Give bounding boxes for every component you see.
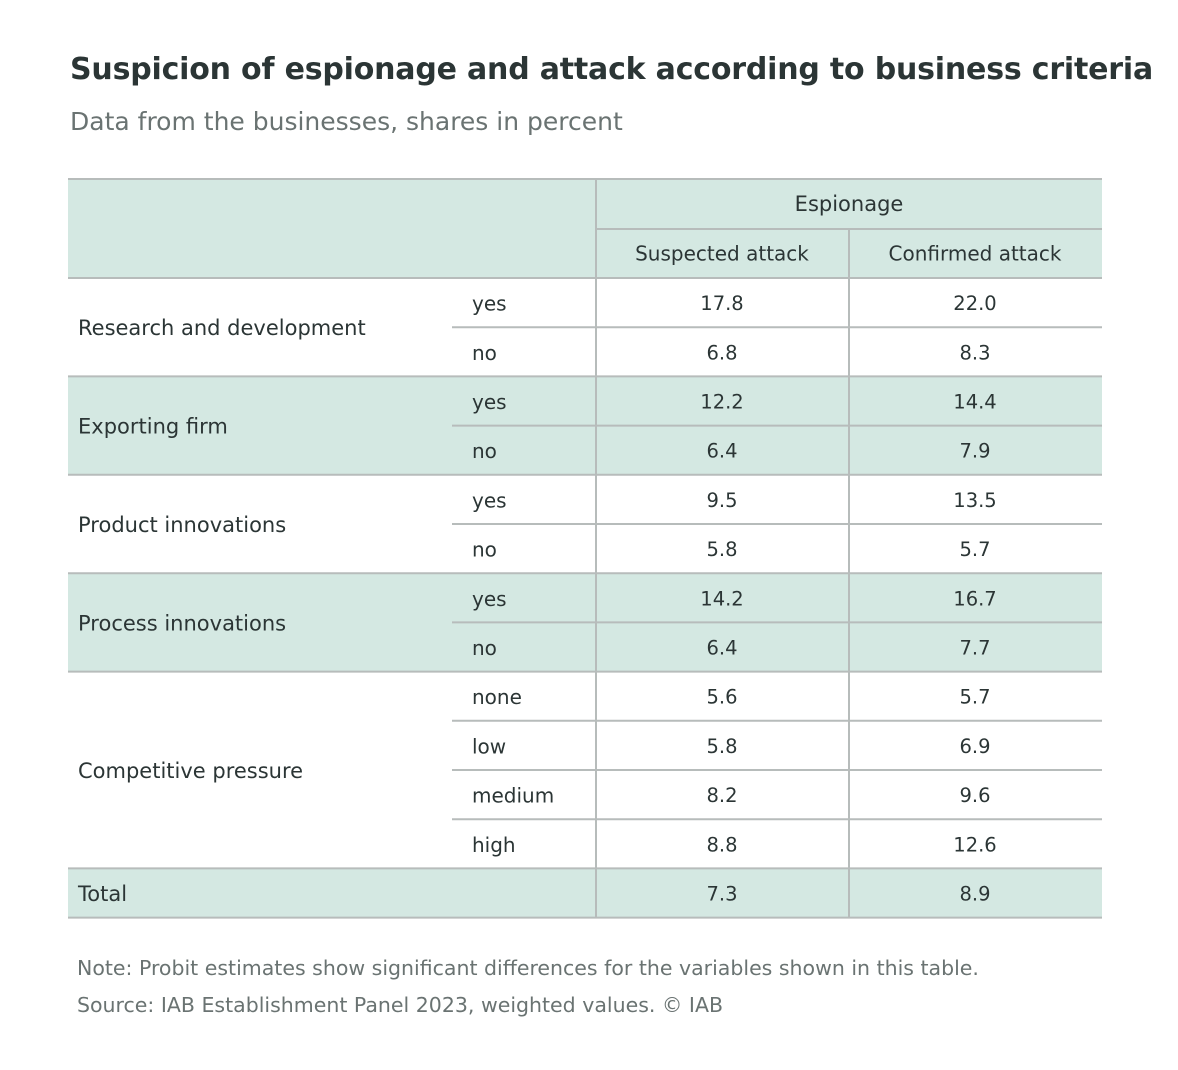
row-label: yes bbox=[472, 587, 507, 611]
table-cell: 22.0 bbox=[953, 292, 996, 315]
espionage-header: Espionage bbox=[795, 192, 904, 216]
table-cell: 12.2 bbox=[700, 391, 743, 414]
table-cell: 5.7 bbox=[959, 686, 990, 709]
table-cell: 14.2 bbox=[700, 587, 743, 610]
table-source: Source: IAB Establishment Panel 2023, we… bbox=[77, 993, 724, 1017]
table-cell: 5.8 bbox=[706, 538, 737, 561]
table-cell: 8.3 bbox=[959, 341, 990, 364]
group-label: Product innovations bbox=[78, 513, 286, 537]
row-label: yes bbox=[472, 390, 507, 414]
table-cell: 14.4 bbox=[953, 391, 996, 414]
group-label: Process innovations bbox=[78, 611, 286, 635]
row-label: no bbox=[472, 439, 497, 463]
row-label: high bbox=[472, 833, 516, 857]
table-cell: 7.9 bbox=[959, 440, 990, 463]
table-cell: 5.6 bbox=[706, 686, 737, 709]
table-cell: 6.4 bbox=[706, 440, 737, 463]
total-cell: 7.3 bbox=[706, 883, 737, 906]
table-cell: 6.8 bbox=[706, 341, 737, 364]
table-cell: 9.6 bbox=[959, 784, 990, 807]
row-label: yes bbox=[472, 292, 507, 316]
table-cell: 6.4 bbox=[706, 637, 737, 660]
table-cell: 8.2 bbox=[706, 784, 737, 807]
table-cell: 13.5 bbox=[953, 489, 996, 512]
group-label: Competitive pressure bbox=[78, 759, 303, 783]
row-label: no bbox=[472, 636, 497, 660]
table-cell: 7.7 bbox=[959, 637, 990, 660]
row-label: low bbox=[472, 734, 506, 758]
row-label: no bbox=[472, 341, 497, 365]
row-label: no bbox=[472, 538, 497, 562]
total-cell: 8.9 bbox=[959, 883, 990, 906]
row-label: none bbox=[472, 685, 522, 709]
row-label: yes bbox=[472, 488, 507, 512]
table-cell: 16.7 bbox=[953, 587, 996, 610]
table-cell: 5.7 bbox=[959, 538, 990, 561]
table-cell: 6.9 bbox=[959, 735, 990, 758]
total-background bbox=[68, 868, 1102, 918]
table-cell: 5.8 bbox=[706, 735, 737, 758]
group-label: Research and development bbox=[78, 316, 366, 340]
row-label: medium bbox=[472, 784, 554, 808]
column-header: Suspected attack bbox=[635, 242, 809, 266]
table-cell: 17.8 bbox=[700, 292, 743, 315]
table-cell: 12.6 bbox=[953, 833, 996, 856]
chart-title: Suspicion of espionage and attack accord… bbox=[70, 52, 1154, 87]
group-label: Exporting firm bbox=[78, 415, 228, 439]
table-cell: 8.8 bbox=[706, 833, 737, 856]
chart-subtitle: Data from the businesses, shares in perc… bbox=[70, 107, 623, 136]
column-header: Confirmed attack bbox=[889, 242, 1062, 266]
table-note: Note: Probit estimates show significant … bbox=[77, 956, 979, 980]
table-cell: 9.5 bbox=[706, 489, 737, 512]
total-label: Total bbox=[77, 882, 127, 906]
